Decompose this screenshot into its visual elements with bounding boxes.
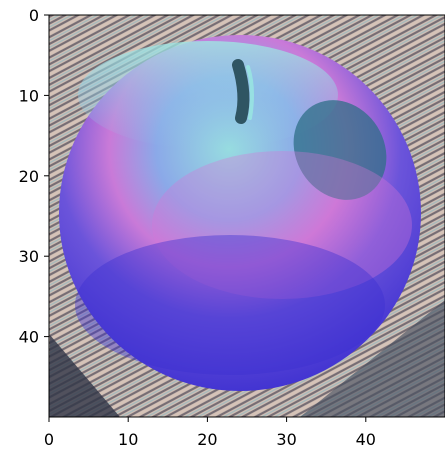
apple-pink-sheen [152, 151, 412, 299]
x-tick-label: 30 [276, 430, 296, 449]
lower-left-dark-shadow [49, 335, 120, 417]
axis-ticks: 0 10 20 30 40 0 10 20 30 40 [19, 6, 376, 449]
y-tick-label: 0 [29, 6, 39, 25]
apple-dark-shoulder [293, 100, 387, 200]
y-tick-label: 40 [19, 328, 39, 347]
pixel-grid-overlay [49, 15, 445, 417]
apple-blue-lower [75, 235, 385, 375]
stem-highlight [246, 65, 255, 120]
x-tick-label: 10 [118, 430, 138, 449]
x-tick-label: 40 [356, 430, 376, 449]
y-tick-label: 30 [19, 247, 39, 266]
x-tick-label: 0 [44, 430, 54, 449]
image-content [49, 15, 445, 417]
lower-right-dark-shadow [300, 300, 445, 417]
image-axes-frame [48, 14, 445, 418]
apple-stem [232, 59, 250, 124]
x-tick-label: 20 [197, 430, 217, 449]
y-tick-label: 20 [19, 167, 39, 186]
apple-top-highlight [78, 41, 338, 149]
y-tick-label: 10 [19, 86, 39, 105]
